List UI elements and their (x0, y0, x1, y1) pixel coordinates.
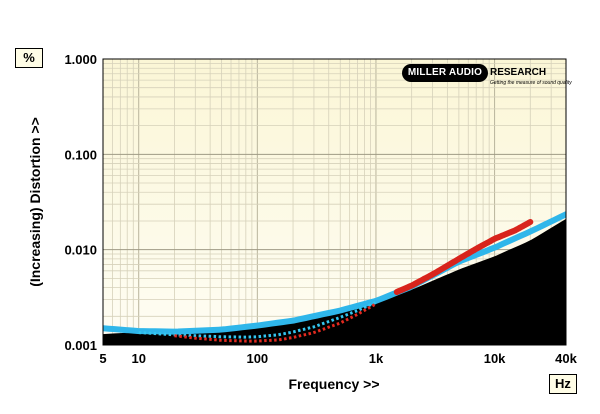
y-tick-label: 0.100 (64, 147, 97, 162)
x-tick-label: 40k (555, 351, 577, 366)
series-dotted-3 (138, 301, 377, 339)
y-tick-label: 1.000 (64, 52, 97, 67)
x-axis-title: Frequency >> (288, 376, 379, 392)
y-tick-label: 0.010 (64, 243, 97, 258)
logo-pill: MILLER AUDIO (402, 64, 488, 82)
series-band-2 (393, 219, 534, 295)
series-layer (103, 211, 566, 345)
logo-research-text: RESEARCH (490, 67, 547, 78)
x-unit-label: Hz (549, 374, 577, 394)
y-tick-label: 0.001 (64, 338, 97, 353)
y-unit-label: % (15, 48, 43, 68)
y-axis-title: (Increasing) Distortion >> (27, 117, 43, 287)
y-tick-labels: 0.001 0.010 0.100 1.000 (64, 52, 97, 353)
logo-tagline: Getting the measure of sound quality (490, 80, 572, 86)
x-tick-label: 100 (246, 351, 268, 366)
x-tick-label: 10k (484, 351, 506, 366)
plot-frame (102, 58, 567, 346)
series-band-1 (103, 211, 566, 335)
x-tick-labels: 5 10 100 1k 10k 40k (99, 351, 577, 366)
series-dotted-4 (174, 302, 377, 343)
x-tick-label: 10 (131, 351, 145, 366)
x-tick-label: 1k (369, 351, 384, 366)
series-area-0 (103, 218, 566, 345)
miller-audio-research-logo: MILLER AUDIO RESEARCH Getting the measur… (402, 64, 572, 90)
x-tick-label: 5 (99, 351, 106, 366)
